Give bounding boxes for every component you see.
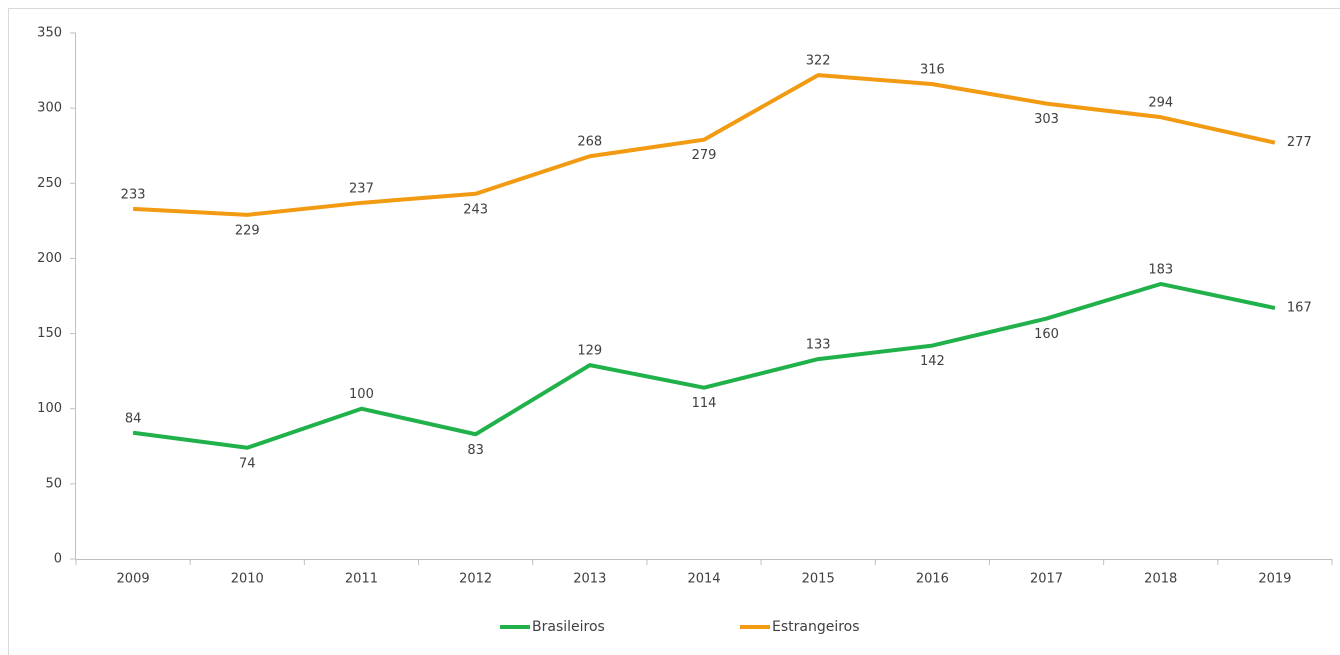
- x-tick-label: 2019: [1258, 572, 1291, 587]
- y-tick-label: 0: [54, 552, 62, 567]
- y-tick-label: 200: [37, 251, 62, 266]
- x-tick-label: 2018: [1144, 572, 1177, 587]
- x-tick-label: 2011: [345, 572, 378, 587]
- x-tick-label: 2017: [1030, 572, 1063, 587]
- y-tick-label: 150: [37, 326, 62, 341]
- x-tick-label: 2012: [459, 572, 492, 587]
- data-label: 279: [692, 148, 717, 163]
- legend-label: Estrangeiros: [772, 619, 860, 635]
- x-tick-label: 2015: [802, 572, 835, 587]
- x-tick-label: 2013: [573, 572, 606, 587]
- data-label: 243: [463, 202, 488, 217]
- y-tick-label: 300: [37, 101, 62, 116]
- data-label: 237: [349, 181, 374, 196]
- data-label: 303: [1034, 112, 1059, 127]
- y-tick-label: 50: [45, 476, 62, 491]
- data-label: 74: [239, 456, 256, 471]
- y-tick-label: 350: [37, 26, 62, 41]
- data-label: 183: [1148, 262, 1173, 277]
- data-label: 114: [692, 396, 717, 411]
- series-line: [132, 281, 1276, 450]
- data-label: 83: [467, 443, 484, 458]
- data-label: 160: [1034, 327, 1059, 342]
- data-label: 142: [920, 354, 945, 369]
- data-label: 277: [1287, 135, 1312, 150]
- data-label: 268: [577, 135, 602, 150]
- chart-border: [8, 8, 1340, 655]
- x-tick-label: 2014: [687, 572, 720, 587]
- data-label: 133: [806, 338, 831, 353]
- legend-label: Brasileiros: [532, 619, 605, 635]
- data-label: 100: [349, 387, 374, 402]
- data-label: 129: [577, 344, 602, 359]
- data-label: 316: [920, 63, 945, 78]
- data-label: 294: [1148, 96, 1173, 111]
- y-tick-label: 250: [37, 176, 62, 191]
- x-tick-label: 2016: [916, 572, 949, 587]
- x-tick-label: 2010: [231, 572, 264, 587]
- data-label: 84: [125, 411, 142, 426]
- data-label: 233: [121, 187, 146, 202]
- data-label: 322: [806, 54, 831, 69]
- x-tick-label: 2009: [117, 572, 150, 587]
- series-line: [132, 73, 1276, 217]
- data-label: 229: [235, 223, 260, 238]
- y-tick-label: 100: [37, 401, 62, 416]
- data-label: 167: [1287, 301, 1312, 316]
